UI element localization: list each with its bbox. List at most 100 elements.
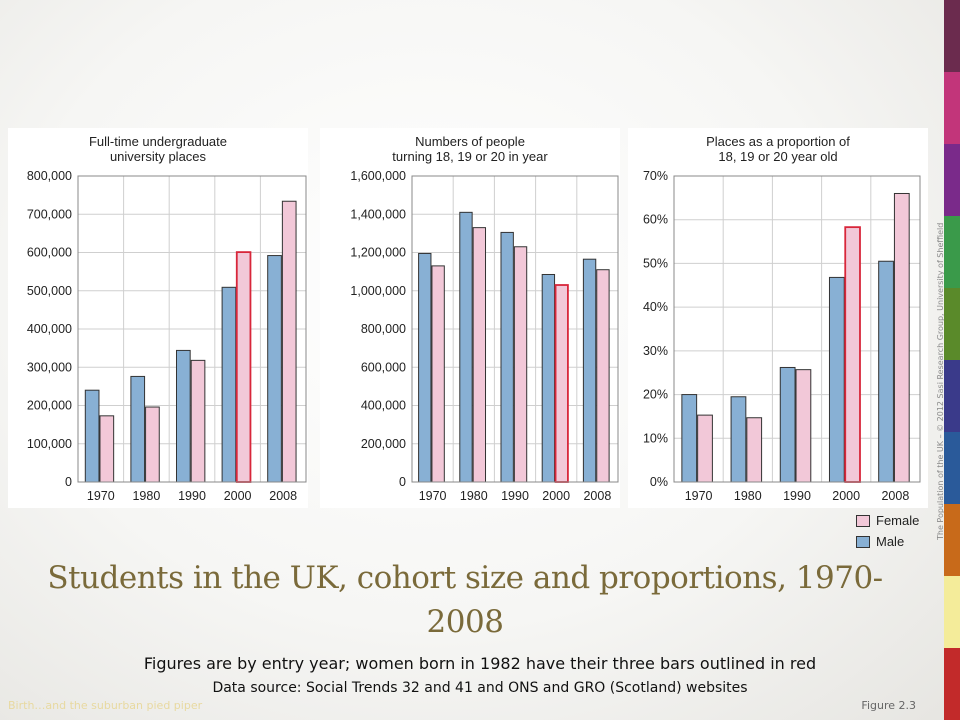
chart-svg: 0 100,000 200,000 300,000 400,000 500,000 600,… <box>27 169 307 503</box>
chart-title: Numbers of people turning 18, 19 or 20 i… <box>320 134 620 164</box>
bar-female-1970 <box>431 265 445 483</box>
chart-title-line: 18, 19 or 20 year old <box>718 149 838 164</box>
bar-male-1970 <box>681 394 698 483</box>
chart-title-line: Numbers of people <box>415 134 525 149</box>
bar-male-1980 <box>459 211 473 483</box>
bar-female-1990 <box>190 359 206 483</box>
chart-panel-cohort: Numbers of people turning 18, 19 or 20 i… <box>320 128 620 508</box>
chart-title: Full-time undergraduate university place… <box>8 134 308 164</box>
y-tick-label: 200,000 <box>27 399 72 413</box>
bar-male-1990 <box>175 349 191 483</box>
chart-svg: 0% 10% 20% 30% 40% 50% 60% 70% 1970 1980 1990 2000 2… <box>643 169 921 503</box>
y-tick-label: 800,000 <box>27 169 72 183</box>
x-tick-label: 1990 <box>178 489 206 503</box>
x-tick-label: 1980 <box>734 489 762 503</box>
y-tick-label: 60% <box>643 213 668 227</box>
legend-swatch-female <box>856 514 870 527</box>
y-tick-label: 700,000 <box>27 207 72 221</box>
bar-female-1970 <box>697 414 713 483</box>
y-tick-label: 0% <box>650 475 668 489</box>
y-tick-label: 30% <box>643 344 668 358</box>
chart-title-line: Full-time undergraduate <box>88 134 228 149</box>
y-tick-label: 800,000 <box>361 322 406 336</box>
y-tick-label: 600,000 <box>361 360 406 374</box>
y-tick-label: 50% <box>643 256 668 270</box>
chart-title: Places as a proportion of 18, 19 or 20 y… <box>628 134 928 164</box>
x-tick-label: 2008 <box>881 489 909 503</box>
y-tick-label: 400,000 <box>27 322 72 336</box>
bar-male-2000 <box>541 273 556 483</box>
y-tick-label: 200,000 <box>361 437 406 451</box>
data-source-note: Data source: Social Trends 32 and 41 and… <box>212 680 748 696</box>
stripe-segment <box>944 144 960 216</box>
y-tick-label: 400,000 <box>361 399 406 413</box>
plot-frame <box>673 175 921 483</box>
x-tick-label: 1980 <box>132 489 160 503</box>
bar-male-1980 <box>730 396 747 483</box>
bar-male-2008 <box>582 258 597 483</box>
stripe-segment <box>944 432 960 504</box>
figure-number: Figure 2.3 <box>861 699 916 712</box>
legend-item-female: Female <box>856 510 919 531</box>
bar-male-1990 <box>500 231 514 483</box>
bar-female-1990 <box>513 246 528 483</box>
bar-female-2008 <box>596 269 610 483</box>
y-tick-label: 100,000 <box>27 437 72 451</box>
bar-female-1980 <box>472 227 487 483</box>
x-tick-label: 2000 <box>542 489 570 503</box>
bar-female-1980 <box>746 417 763 483</box>
x-tick-label: 1970 <box>87 489 115 503</box>
bar-female-1970 <box>99 415 115 483</box>
stripe-segment <box>944 576 960 648</box>
bar-male-2000 <box>221 286 237 483</box>
x-tick-label: 1990 <box>501 489 529 503</box>
chart-title-line: university places <box>109 149 207 164</box>
x-tick-label: 2000 <box>832 489 860 503</box>
slide-title: Students in the UK, cohort size and prop… <box>47 560 883 640</box>
stripe-segment <box>944 504 960 576</box>
chart-title-line: turning 18, 19 or 20 in year <box>392 149 548 164</box>
chart-title-line: Places as a proportion of <box>706 134 850 149</box>
stripe-segment <box>944 72 960 144</box>
stripe-segment <box>944 360 960 432</box>
chart-legend: Female Male <box>856 510 919 552</box>
x-tick-label: 1990 <box>783 489 811 503</box>
x-tick-label: 1970 <box>685 489 713 503</box>
x-tick-label: 1970 <box>419 489 447 503</box>
y-tick-label: 1,400,000 <box>350 207 406 221</box>
y-tick-label: 1,600,000 <box>350 169 406 183</box>
x-tick-label: 2000 <box>224 489 252 503</box>
y-tick-label: 40% <box>643 300 668 314</box>
bar-male-1970 <box>84 389 100 483</box>
bar-male-1990 <box>779 366 796 483</box>
stripe-segment <box>944 648 960 720</box>
x-tick-label: 1980 <box>460 489 488 503</box>
chart-panel-proportion: Places as a proportion of 18, 19 or 20 y… <box>628 128 928 508</box>
bar-female-1990 <box>795 369 812 483</box>
plot-frame <box>411 175 619 483</box>
legend-swatch-male <box>856 535 870 548</box>
y-tick-label: 0 <box>399 475 406 489</box>
y-tick-label: 1,200,000 <box>350 246 406 260</box>
chart-panel-places: Full-time undergraduate university place… <box>8 128 308 508</box>
stripe-segment <box>944 216 960 288</box>
y-tick-label: 10% <box>643 431 668 445</box>
y-tick-label: 70% <box>643 169 668 183</box>
legend-item-male: Male <box>856 531 919 552</box>
x-tick-label: 2008 <box>583 489 611 503</box>
bar-female-2000 <box>844 226 861 483</box>
stripe-segment <box>944 0 960 72</box>
bar-female-2008 <box>893 192 910 483</box>
y-tick-label: 300,000 <box>27 360 72 374</box>
legend-label: Male <box>876 534 905 549</box>
legend-label: Female <box>876 513 920 528</box>
y-tick-label: 1,000,000 <box>350 284 406 298</box>
stripe-segment <box>944 288 960 360</box>
footer-book-title: Birth…and the suburban pied piper <box>8 699 203 712</box>
plot-frame <box>77 175 307 483</box>
y-tick-label: 20% <box>643 388 668 402</box>
bar-male-2008 <box>267 255 282 483</box>
bar-male-1970 <box>418 252 432 483</box>
bar-male-2000 <box>828 276 845 483</box>
x-tick-label: 2008 <box>269 489 297 503</box>
